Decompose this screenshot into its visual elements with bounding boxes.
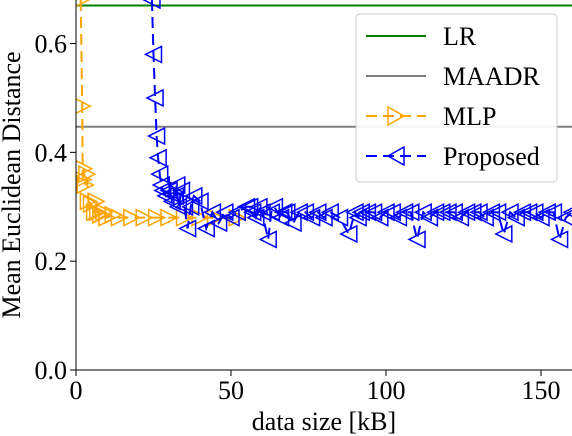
point-proposed [409, 231, 425, 247]
x-axis-label: data size [kB] [252, 407, 396, 436]
y-tick-label: 0.6 [35, 30, 68, 59]
legend-label-proposed: Proposed [443, 142, 540, 171]
legend-label-mlp: MLP [443, 102, 496, 131]
y-ticks: 0.0 0.2 0.4 0.6 [35, 30, 77, 385]
legend-label-maadr: MAADR [443, 62, 540, 91]
point-proposed [552, 231, 568, 247]
x-tick-label: 50 [218, 376, 244, 405]
legend-label-lr: LR [443, 22, 477, 51]
x-tick-label: 100 [367, 376, 406, 405]
legend: LR MAADR MLP Proposed [356, 14, 557, 182]
x-tick-label: 150 [522, 376, 561, 405]
series-line-mlp [81, 0, 238, 218]
x-tick-label: 0 [70, 376, 83, 405]
x-ticks: 0 50 100 150 [70, 370, 561, 405]
point-proposed [341, 226, 357, 242]
y-tick-label: 0.2 [35, 247, 68, 276]
y-tick-label: 0.4 [35, 138, 68, 167]
y-axis-label: Mean Euclidean Distance [0, 51, 26, 318]
point-proposed [496, 226, 512, 242]
y-tick-label: 0.0 [35, 356, 68, 385]
